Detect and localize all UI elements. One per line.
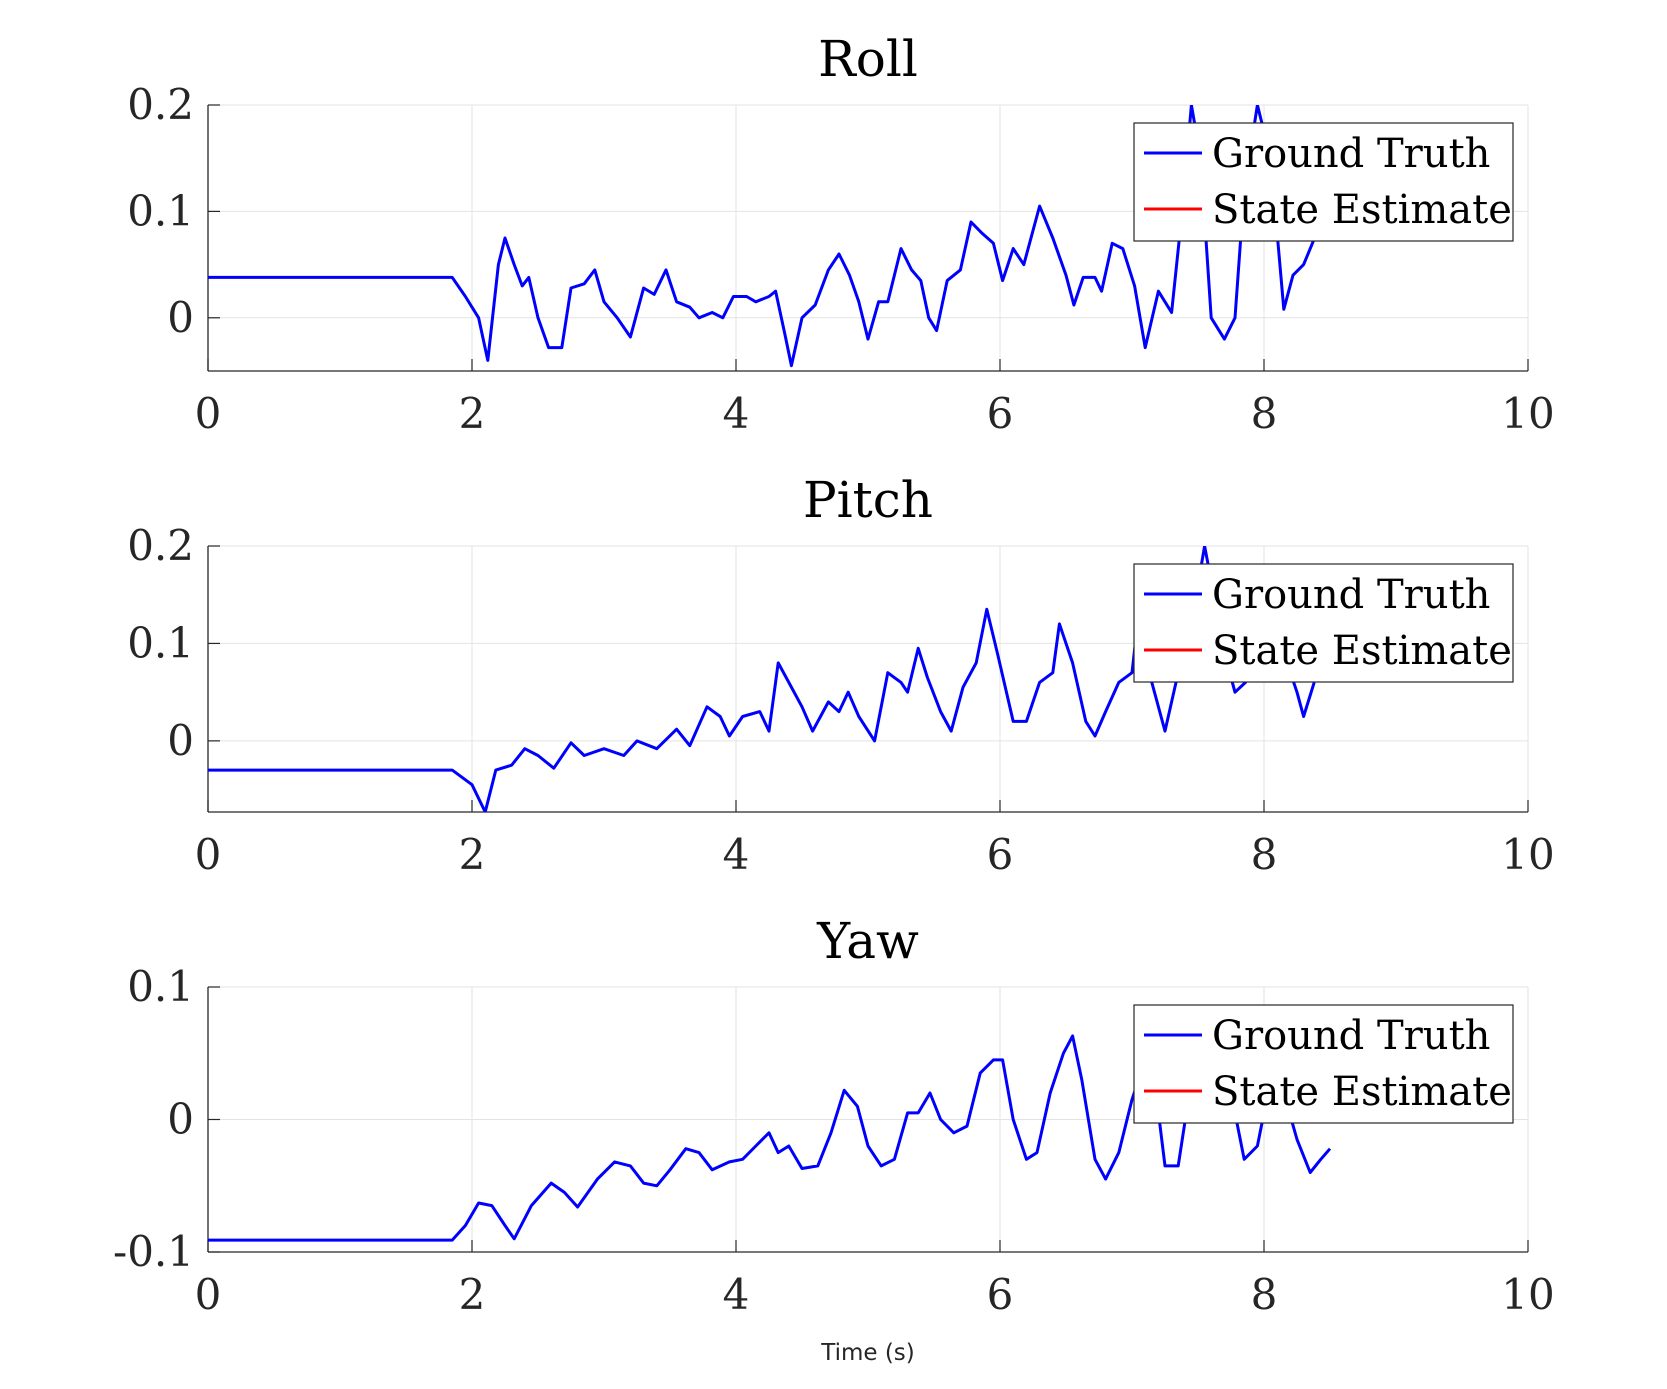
y-tick-label: 0 bbox=[167, 293, 194, 342]
x-tick-label: 10 bbox=[1501, 389, 1554, 438]
x-tick-label: 0 bbox=[195, 830, 222, 879]
legend-box bbox=[1133, 1004, 1514, 1124]
x-tick-label: 4 bbox=[723, 389, 750, 438]
subplot-pitch: Pitch 0 2 4 6 8 10 0.2 0.1 0 Ground Truth State Est… bbox=[127, 471, 1555, 879]
x-tick-label: 0 bbox=[195, 389, 222, 438]
legend-label: Ground Truth bbox=[1212, 1013, 1490, 1059]
legend-label: State Estimate bbox=[1212, 628, 1512, 674]
x-tick-label: 10 bbox=[1501, 1270, 1554, 1319]
y-tick-label: 0 bbox=[167, 1095, 194, 1144]
legend-box bbox=[1133, 563, 1514, 683]
legend-box bbox=[1133, 122, 1514, 242]
x-tick-label: 8 bbox=[1251, 830, 1278, 879]
legend-label: Ground Truth bbox=[1212, 131, 1490, 177]
legend: Ground Truth State Estimate bbox=[1133, 122, 1514, 242]
series-line-ground-truth bbox=[208, 1012, 1332, 1242]
legend-label: State Estimate bbox=[1212, 1069, 1512, 1115]
x-axis-label: Time (s) bbox=[820, 1340, 915, 1366]
subplot-title: Roll bbox=[818, 30, 918, 88]
x-tick-label: 8 bbox=[1251, 389, 1278, 438]
y-tick-label: -0.1 bbox=[113, 1227, 194, 1276]
x-tick-label: 6 bbox=[987, 830, 1014, 879]
x-tick-label: 0 bbox=[195, 1270, 222, 1319]
y-tick-label: 0.2 bbox=[127, 521, 194, 570]
x-tick-label: 8 bbox=[1251, 1270, 1278, 1319]
y-tick-label: 0.1 bbox=[127, 186, 194, 235]
x-tick-label: 2 bbox=[459, 830, 486, 879]
y-tick-label: 0.1 bbox=[127, 618, 194, 667]
y-tick-label: 0 bbox=[167, 716, 194, 765]
legend: Ground Truth State Estimate bbox=[1133, 1004, 1514, 1124]
x-tick-label: 10 bbox=[1501, 830, 1554, 879]
y-tick-label: 0.1 bbox=[127, 962, 194, 1011]
x-tick-label: 6 bbox=[987, 1270, 1014, 1319]
subplot-title: Yaw bbox=[816, 912, 919, 970]
legend: Ground Truth State Estimate bbox=[1133, 563, 1514, 683]
x-tick-label: 4 bbox=[723, 830, 750, 879]
y-tick-label: 0.2 bbox=[127, 80, 194, 129]
x-tick-label: 6 bbox=[987, 389, 1014, 438]
subplot-title: Pitch bbox=[803, 471, 933, 529]
legend-label: Ground Truth bbox=[1212, 572, 1490, 618]
x-tick-label: 2 bbox=[459, 389, 486, 438]
series-line-ground-truth bbox=[208, 105, 1319, 368]
subplot-roll: Roll 0 2 4 6 8 10 0.2 0.1 0 Ground Truth State Esti… bbox=[127, 30, 1555, 438]
x-tick-label: 2 bbox=[459, 1270, 486, 1319]
legend-label: State Estimate bbox=[1212, 187, 1512, 233]
x-tick-label: 4 bbox=[723, 1270, 750, 1319]
